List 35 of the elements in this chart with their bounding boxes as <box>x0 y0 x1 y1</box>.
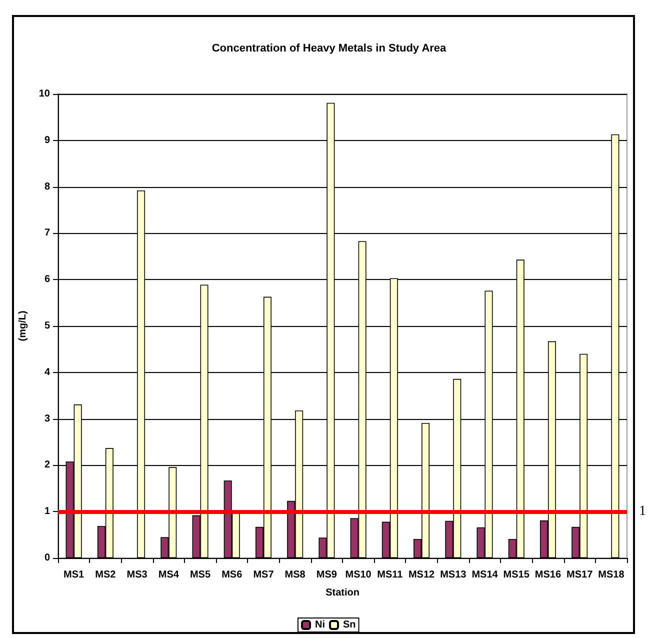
chart-title: Concentration of Heavy Metals in Study Area <box>212 42 448 54</box>
legend-label: Sn <box>343 620 356 630</box>
x-tick-label: MS17 <box>566 570 594 580</box>
x-tick-label: MS1 <box>64 570 85 580</box>
y-tick-label: 9 <box>44 134 50 146</box>
x-tick-label: MS10 <box>345 570 372 580</box>
y-tick-label: 8 <box>44 181 50 192</box>
legend-label: Ni <box>315 620 326 630</box>
x-tick-label: MS16 <box>534 570 562 580</box>
x-tick-label: MS2 <box>95 570 116 580</box>
x-tick-label: MS5 <box>190 570 211 580</box>
x-tick-label: MS13 <box>440 570 467 580</box>
y-tick-label: 0 <box>44 552 50 564</box>
ref-line-label: 1 <box>639 504 646 520</box>
y-tick-label: 7 <box>44 228 50 239</box>
x-tick-label: MS4 <box>158 570 180 580</box>
x-tick-label: MS14 <box>472 570 498 580</box>
x-axis-title: Station <box>326 588 360 598</box>
y-tick-label: 1 <box>44 506 50 518</box>
x-tick-label: MS11 <box>377 570 404 580</box>
x-tick-label: MS8 <box>284 570 306 580</box>
x-tick-label: MS7 <box>253 570 274 580</box>
x-tick-label: MS15 <box>503 570 530 580</box>
y-axis-title: (mg/L) <box>17 310 28 342</box>
y-tick-label: 4 <box>44 366 50 378</box>
x-tick-label: MS9 <box>316 570 338 580</box>
y-tick-label: 2 <box>44 460 50 471</box>
y-tick-label: 10 <box>38 88 50 100</box>
y-tick-label: 5 <box>44 320 50 332</box>
x-tick-label: MS18 <box>598 570 625 580</box>
x-tick-label: MS3 <box>126 570 148 580</box>
y-tick-label: 6 <box>44 274 50 286</box>
x-tick-label: MS12 <box>408 570 436 580</box>
x-tick-label: MS6 <box>222 570 243 580</box>
y-tick-label: 3 <box>44 413 50 424</box>
